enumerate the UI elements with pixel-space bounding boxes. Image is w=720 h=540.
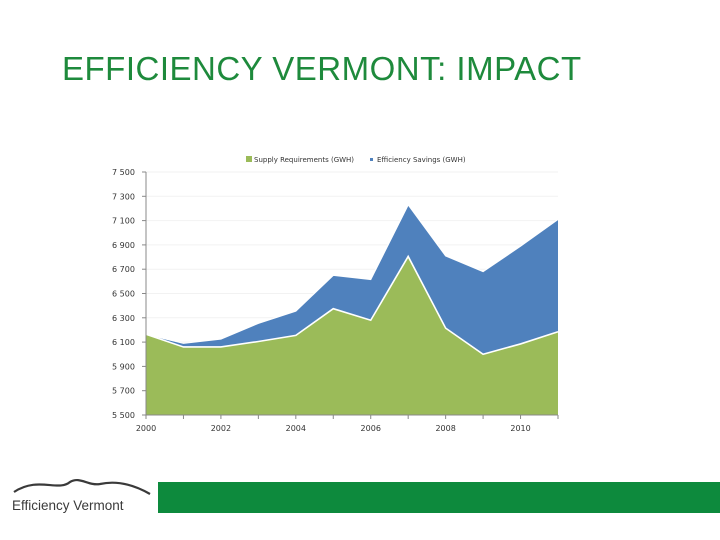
area-efficiency-savings: [146, 256, 558, 415]
y-tick-label-10: 7 500: [112, 168, 135, 177]
x-tick-label-4: 2008: [435, 424, 455, 433]
x-tick-label-5: 2010: [510, 424, 530, 433]
y-tick-label-3: 6 100: [112, 338, 135, 347]
legend-label-savings: Efficiency Savings (GWH): [377, 156, 466, 164]
chart-legend: Supply Requirements (GWH) Efficiency Sav…: [246, 156, 466, 164]
x-tick-label-1: 2002: [211, 424, 231, 433]
x-axis-ticks: 2000 2002 2004 2006 2008 2010: [136, 415, 559, 433]
x-tick-label-0: 2000: [136, 424, 156, 433]
x-tick-label-2: 2004: [286, 424, 306, 433]
efficiency-vermont-logo: Efficiency Vermont: [12, 478, 151, 513]
y-tick-label-7: 6 900: [112, 241, 135, 250]
y-tick-label-9: 7 300: [112, 192, 135, 201]
y-tick-label-8: 7 100: [112, 217, 135, 226]
footer-bar: [158, 482, 720, 513]
y-axis-ticks: 5 500 5 700 5 900 6 100 6 300 6 500 6 700 6 900…: [112, 168, 146, 420]
y-tick-label-5: 6 500: [112, 290, 135, 299]
logo-text: Efficiency Vermont: [12, 498, 124, 513]
slide-title: EFFICIENCY VERMONT: IMPACT: [62, 50, 582, 87]
line-supply-requirements: [145, 203, 559, 344]
legend-label-supply: Supply Requirements (GWH): [254, 156, 354, 164]
x-tick-label-3: 2006: [361, 424, 381, 433]
y-tick-label-4: 6 300: [112, 314, 135, 323]
y-tick-label-2: 5 900: [112, 362, 135, 371]
y-tick-label-1: 5 700: [112, 387, 135, 396]
mountain-ridge-icon: [13, 478, 151, 495]
y-tick-label-0: 5 500: [112, 411, 135, 420]
legend-swatch-supply: [246, 156, 252, 162]
legend-swatch-savings: [370, 158, 373, 161]
y-tick-label-6: 6 700: [112, 265, 135, 274]
line-efficiency-savings: [145, 254, 559, 356]
